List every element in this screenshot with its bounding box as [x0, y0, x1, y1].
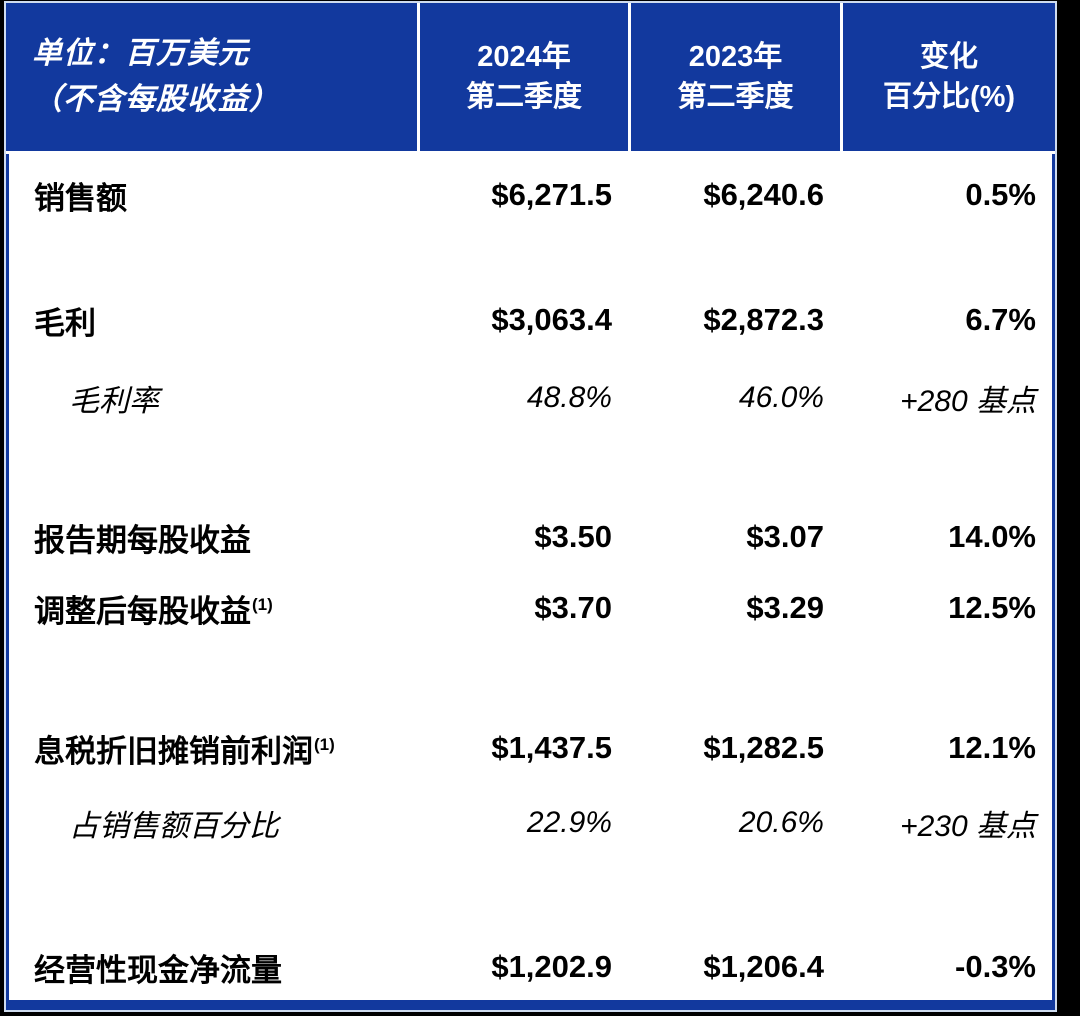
table-row-operating-cash-flow: 经营性现金净流量 $1,202.9 $1,206.4 -0.3%	[9, 937, 1052, 997]
table-row-reported-eps: 报告期每股收益 $3.50 $3.07 14.0%	[9, 507, 1052, 567]
value-change: +230 基点	[900, 810, 1036, 843]
financial-results-table: 单位：百万美元 （不含每股收益） 2024年 第二季度 2023年 第二季度 变…	[4, 1, 1057, 1012]
row-label: 毛利率	[9, 376, 417, 420]
row-label: 经营性现金净流量	[9, 945, 417, 990]
value-2024-q2: $3,063.4	[491, 302, 612, 337]
value-2024-q2: $1,202.9	[491, 949, 612, 984]
table-row-gross-margin: 毛利率 48.8% 46.0% +280 基点	[9, 368, 1052, 428]
unit-label: 单位：百万美元 （不含每股收益）	[6, 3, 417, 151]
row-label-text: 调整后每股收益	[34, 593, 251, 629]
column-header-line: 第二季度	[465, 81, 582, 113]
value-change: 6.7%	[965, 302, 1036, 337]
value-change: 14.0%	[948, 519, 1036, 554]
value-2023-q2: 46.0%	[738, 381, 824, 414]
row-label: 毛利	[9, 298, 417, 343]
row-label-text: 息税折旧摊销前利润	[34, 733, 313, 769]
table-body: 销售额 $6,271.5 $6,240.6 0.5% 毛利 $3,063.4 $…	[6, 154, 1055, 1010]
row-label: 占销售额百分比	[9, 801, 417, 845]
row-label-text: 毛利	[34, 305, 96, 341]
value-2024-q2: 48.8%	[526, 381, 612, 414]
column-header-line: 第二季度	[677, 81, 794, 113]
value-2024-q2: 22.9%	[526, 806, 612, 839]
value-2023-q2: $1,282.5	[703, 730, 824, 765]
value-2023-q2: $1,206.4	[703, 949, 824, 984]
value-2024-q2: $6,271.5	[491, 177, 612, 212]
unit-label-line2: （不含每股收益）	[32, 83, 280, 116]
row-label-text: 毛利率	[69, 385, 159, 418]
table-row-percent-of-sales: 占销售额百分比 22.9% 20.6% +230 基点	[9, 793, 1052, 853]
value-change: +280 基点	[900, 385, 1036, 418]
value-2023-q2: $3.29	[746, 590, 824, 625]
value-2023-q2: $3.07	[746, 519, 824, 554]
value-change: 12.5%	[948, 590, 1036, 625]
footnote-marker: (1)	[314, 735, 335, 755]
value-2023-q2: $2,872.3	[703, 302, 824, 337]
value-change: 0.5%	[965, 177, 1036, 212]
value-2023-q2: $6,240.6	[703, 177, 824, 212]
row-label: 调整后每股收益(1)	[9, 586, 417, 631]
column-header-line: 变化	[919, 41, 978, 73]
row-label-text: 报告期每股收益	[34, 522, 251, 558]
table-row-gross-profit: 毛利 $3,063.4 $2,872.3 6.7%	[9, 290, 1052, 350]
unit-label-line1: 单位：百万美元	[32, 37, 249, 70]
column-header-2023-q2: 2023年 第二季度	[628, 3, 840, 151]
table-header-row: 单位：百万美元 （不含每股收益） 2024年 第二季度 2023年 第二季度 变…	[6, 3, 1055, 151]
table-row-sales: 销售额 $6,271.5 $6,240.6 0.5%	[9, 165, 1052, 225]
row-label-text: 销售额	[34, 180, 127, 216]
value-2024-q2: $1,437.5	[491, 730, 612, 765]
column-header-line: 2023年	[688, 41, 783, 73]
table-row-adjusted-eps: 调整后每股收益(1) $3.70 $3.29 12.5%	[9, 578, 1052, 638]
value-2024-q2: $3.50	[534, 519, 612, 554]
table-row-ebitda: 息税折旧摊销前利润(1) $1,437.5 $1,282.5 12.1%	[9, 718, 1052, 778]
value-change: 12.1%	[948, 730, 1036, 765]
row-label: 报告期每股收益	[9, 515, 417, 560]
column-header-line: 2024年	[477, 41, 571, 73]
value-2023-q2: 20.6%	[738, 806, 824, 839]
column-header-line: 百分比(%)	[882, 81, 1016, 113]
footnote-marker: (1)	[252, 595, 273, 615]
column-header-change-percent: 变化 百分比(%)	[840, 3, 1055, 151]
row-label-text: 占销售额百分比	[69, 810, 279, 843]
row-label: 息税折旧摊销前利润(1)	[9, 726, 417, 771]
value-2024-q2: $3.70	[534, 590, 612, 625]
value-change: -0.3%	[955, 949, 1036, 984]
column-header-2024-q2: 2024年 第二季度	[417, 3, 628, 151]
row-label: 销售额	[9, 173, 417, 218]
row-label-text: 经营性现金净流量	[34, 952, 282, 988]
